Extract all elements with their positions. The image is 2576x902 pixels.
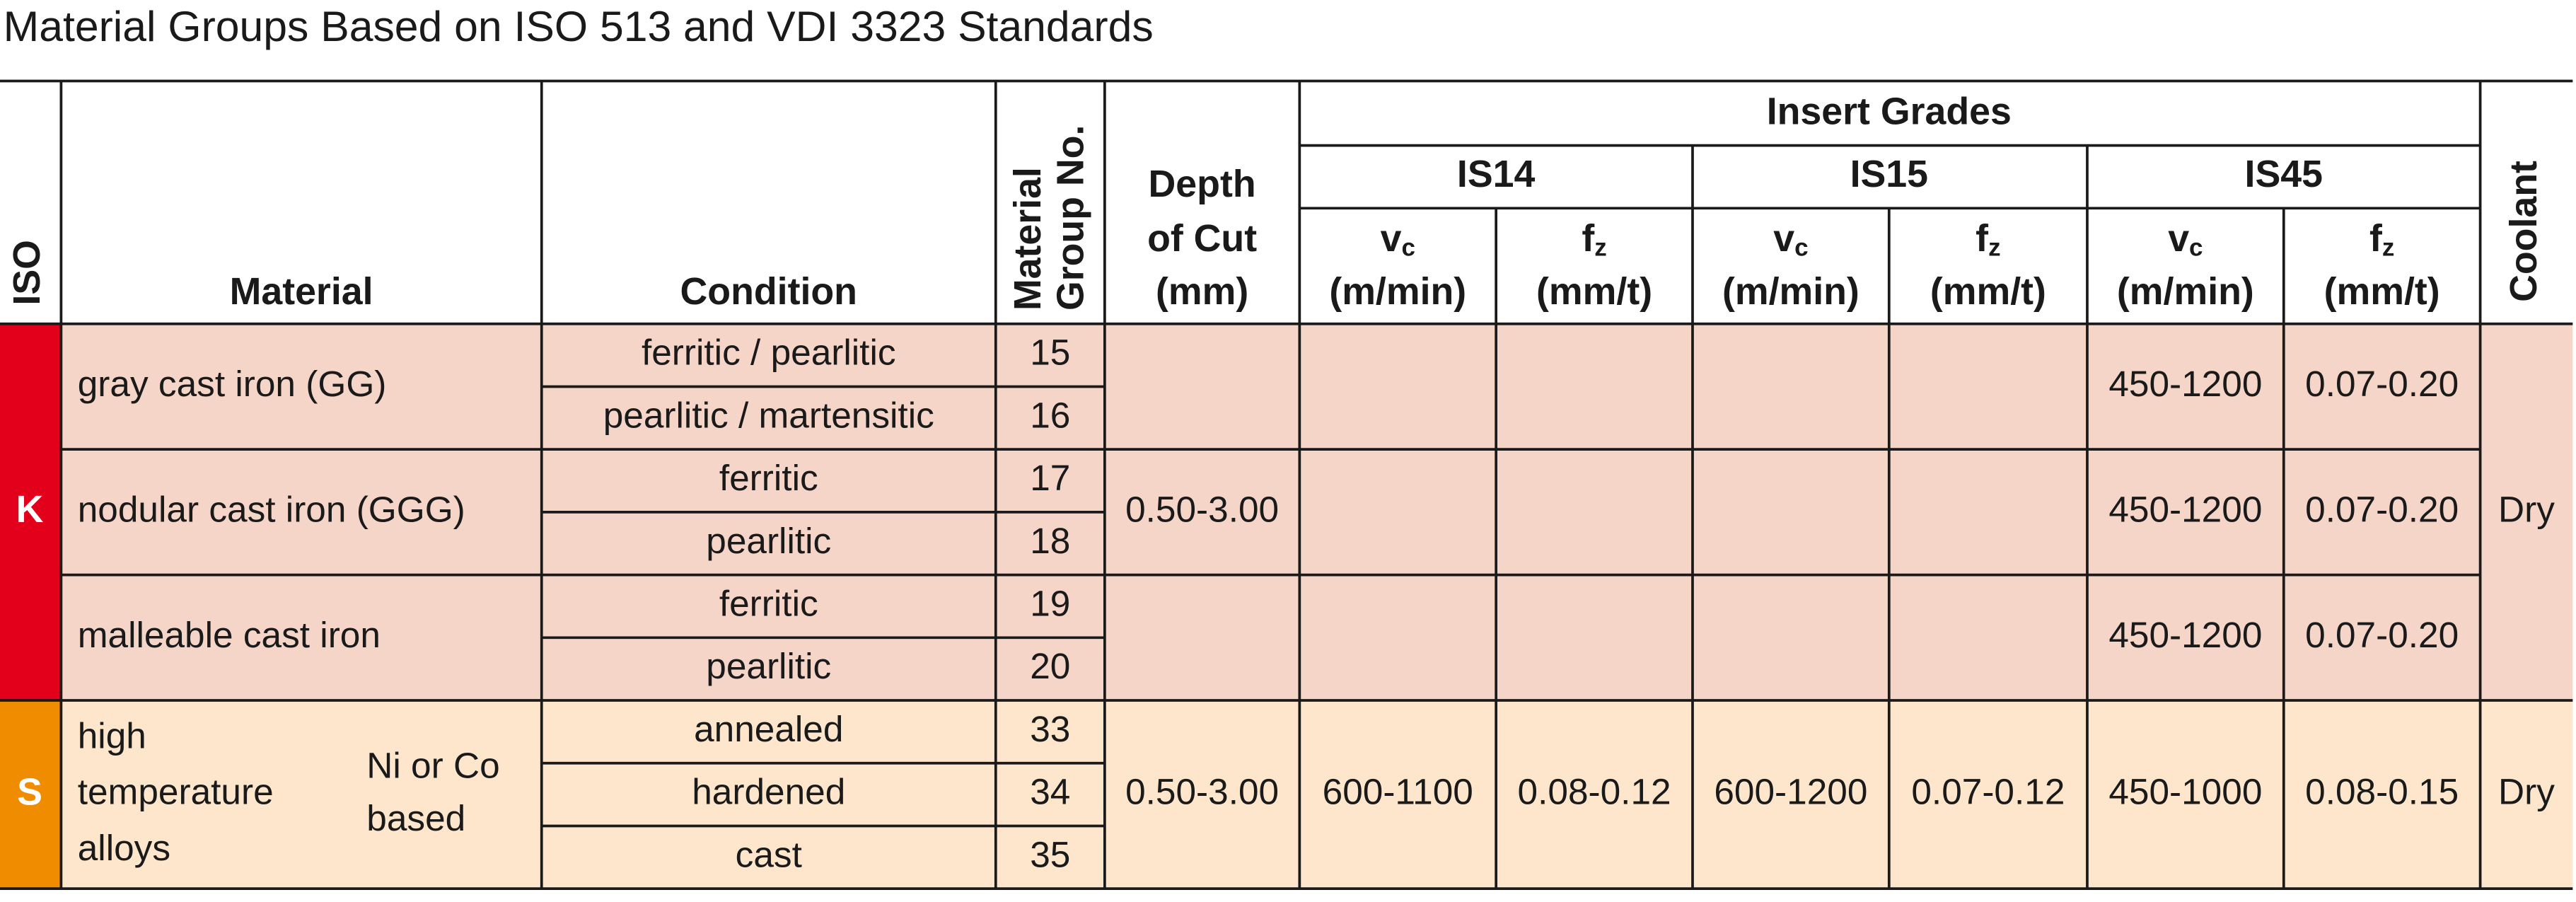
- cutting-value: 450-1000: [2108, 772, 2262, 812]
- cell-bg: [61, 700, 2573, 889]
- cutting-value: 0.08-0.15: [2305, 772, 2459, 812]
- coolant: Dry: [2498, 772, 2555, 812]
- symbol: v: [2168, 217, 2189, 260]
- material-name: nodular cast iron (GGG): [78, 489, 465, 529]
- cutting-value: 0.08-0.12: [1518, 772, 1671, 812]
- header-depth: Depth: [1149, 163, 1256, 205]
- header-grade: IS45: [2245, 153, 2323, 195]
- header-grade: IS15: [1850, 153, 1928, 195]
- symbol: f: [1975, 217, 1988, 260]
- header-unit: (mm/t): [2324, 270, 2440, 313]
- group-no: 19: [1030, 584, 1070, 624]
- subscript: z: [1988, 234, 2001, 262]
- header-depth: (mm): [1156, 270, 1248, 313]
- cutting-value: 0.07-0.20: [2305, 615, 2459, 655]
- cutting-value: 450-1200: [2108, 615, 2262, 655]
- material-name: gray cast iron (GG): [78, 364, 387, 404]
- condition: hardened: [692, 772, 845, 812]
- symbol: f: [1582, 217, 1594, 260]
- header-symbol: vc: [2168, 217, 2203, 262]
- subscript: c: [1794, 234, 1808, 262]
- cutting-value: 0.07-0.20: [2305, 364, 2459, 404]
- header-unit: (m/min): [1329, 270, 1466, 313]
- depth: 0.50-3.00: [1125, 772, 1279, 812]
- condition: ferritic / pearlitic: [642, 333, 896, 373]
- iso-letter: S: [17, 770, 42, 813]
- cutting-value: 600-1200: [1714, 772, 1867, 812]
- header-symbol: fz: [1975, 217, 2000, 262]
- header-symbol: vc: [1773, 217, 1808, 262]
- group-no: 18: [1030, 521, 1070, 561]
- cutting-value: 0.07-0.12: [1911, 772, 2065, 812]
- condition: pearlitic / martensitic: [603, 395, 934, 435]
- subscript: z: [2382, 234, 2395, 262]
- header-material: Material: [230, 270, 373, 313]
- header-iso: ISO: [6, 240, 48, 306]
- cell-bg: [0, 323, 62, 701]
- depth: 0.50-3.00: [1125, 489, 1279, 529]
- material-name: malleable cast iron: [78, 615, 381, 655]
- header-group-no: Group No.: [1050, 125, 1092, 311]
- subscript: z: [1594, 234, 1607, 262]
- material-note: Ni or Co: [366, 745, 499, 785]
- subscript: c: [1401, 234, 1415, 262]
- subscript: c: [2189, 234, 2203, 262]
- condition: pearlitic: [706, 521, 831, 561]
- cutting-value: 0.07-0.20: [2305, 489, 2459, 529]
- header-symbol: fz: [2369, 217, 2394, 262]
- header-grade: IS14: [1457, 153, 1536, 195]
- group-no: 20: [1030, 646, 1070, 686]
- group-no: 35: [1030, 834, 1070, 874]
- header-unit: (m/min): [2117, 270, 2254, 313]
- header-unit: (mm/t): [1536, 270, 1652, 313]
- header-unit: (mm/t): [1930, 270, 2046, 313]
- cutting-value: 450-1200: [2108, 364, 2262, 404]
- symbol: v: [1773, 217, 1794, 260]
- cell-bg: [0, 700, 62, 889]
- symbol: f: [2369, 217, 2382, 260]
- iso-letter: K: [16, 488, 44, 531]
- material-name: temperature: [78, 772, 274, 812]
- cutting-value: 450-1200: [2108, 489, 2262, 529]
- coolant: Dry: [2498, 489, 2555, 529]
- group-no: 16: [1030, 395, 1070, 435]
- symbol: v: [1381, 217, 1402, 260]
- header-group-no: Material: [1006, 167, 1049, 311]
- material-name: high: [78, 715, 146, 756]
- header-coolant: Coolant: [2502, 161, 2545, 302]
- header-unit: (m/min): [1722, 270, 1860, 313]
- cell-bg: [61, 323, 2573, 701]
- condition: ferritic: [719, 458, 818, 498]
- header-symbol: fz: [1582, 217, 1606, 262]
- material-name: alloys: [78, 828, 170, 868]
- group-no: 33: [1030, 709, 1070, 749]
- condition: cast: [736, 834, 802, 874]
- header-insert-grades: Insert Grades: [1767, 90, 2012, 132]
- group-no: 15: [1030, 333, 1070, 373]
- header-depth: of Cut: [1147, 217, 1257, 260]
- cutting-value: 600-1100: [1323, 772, 1473, 812]
- header-symbol: vc: [1381, 217, 1415, 262]
- material-note: based: [366, 798, 465, 838]
- title: Material Groups Based on ISO 513 and VDI…: [4, 2, 1154, 50]
- group-no: 34: [1030, 772, 1070, 812]
- group-no: 17: [1030, 458, 1070, 498]
- condition: ferritic: [719, 584, 818, 624]
- condition: annealed: [694, 709, 843, 749]
- condition: pearlitic: [706, 646, 831, 686]
- header-condition: Condition: [680, 270, 857, 313]
